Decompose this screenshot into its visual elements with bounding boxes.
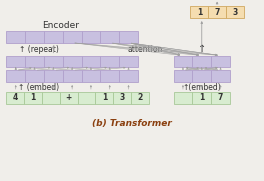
Text: 1: 1	[30, 93, 36, 102]
Bar	[6, 92, 24, 104]
Text: attention: attention	[127, 45, 163, 54]
Text: 3: 3	[232, 8, 238, 17]
Text: ↑ (embed): ↑ (embed)	[18, 83, 60, 92]
Text: 1: 1	[102, 93, 107, 102]
Bar	[25, 70, 44, 82]
Bar	[44, 31, 63, 43]
Bar	[192, 56, 211, 67]
Text: 2: 2	[137, 93, 143, 102]
Bar	[42, 92, 60, 104]
Bar	[100, 70, 119, 82]
Bar	[211, 56, 230, 67]
Bar	[119, 70, 138, 82]
Bar	[6, 56, 25, 67]
Bar	[226, 6, 244, 18]
Bar	[192, 70, 211, 82]
Bar	[44, 70, 63, 82]
Bar	[63, 56, 82, 67]
Bar	[119, 56, 138, 67]
Bar	[208, 6, 226, 18]
Bar	[63, 70, 82, 82]
Bar	[211, 70, 230, 82]
Text: ↑: ↑	[198, 44, 206, 54]
Bar	[24, 92, 42, 104]
Bar	[95, 92, 113, 104]
Bar	[211, 92, 230, 104]
Text: Encoder: Encoder	[42, 20, 79, 30]
Bar	[63, 31, 82, 43]
Bar	[113, 92, 131, 104]
Bar	[78, 92, 95, 104]
Bar	[173, 70, 192, 82]
Text: 3: 3	[120, 93, 125, 102]
Text: (b) Transformer: (b) Transformer	[92, 119, 172, 128]
Text: 1: 1	[199, 93, 204, 102]
Bar	[60, 92, 78, 104]
Bar	[25, 31, 44, 43]
Text: ↑(embed): ↑(embed)	[182, 83, 221, 92]
Bar	[119, 31, 138, 43]
Bar	[100, 31, 119, 43]
Text: +: +	[65, 93, 72, 102]
Bar	[173, 92, 192, 104]
Bar	[190, 6, 208, 18]
Bar	[44, 56, 63, 67]
Bar	[173, 56, 192, 67]
Bar	[82, 70, 100, 82]
Bar	[100, 56, 119, 67]
Bar	[25, 56, 44, 67]
Bar	[131, 92, 149, 104]
Text: 4: 4	[13, 93, 18, 102]
Bar	[6, 31, 25, 43]
Text: 7: 7	[218, 93, 223, 102]
Text: 7: 7	[214, 8, 220, 17]
Bar	[82, 56, 100, 67]
Bar	[192, 92, 211, 104]
Text: 1: 1	[197, 8, 202, 17]
Bar	[82, 31, 100, 43]
Bar	[6, 70, 25, 82]
Text: ↑ (repeat): ↑ (repeat)	[19, 45, 59, 54]
